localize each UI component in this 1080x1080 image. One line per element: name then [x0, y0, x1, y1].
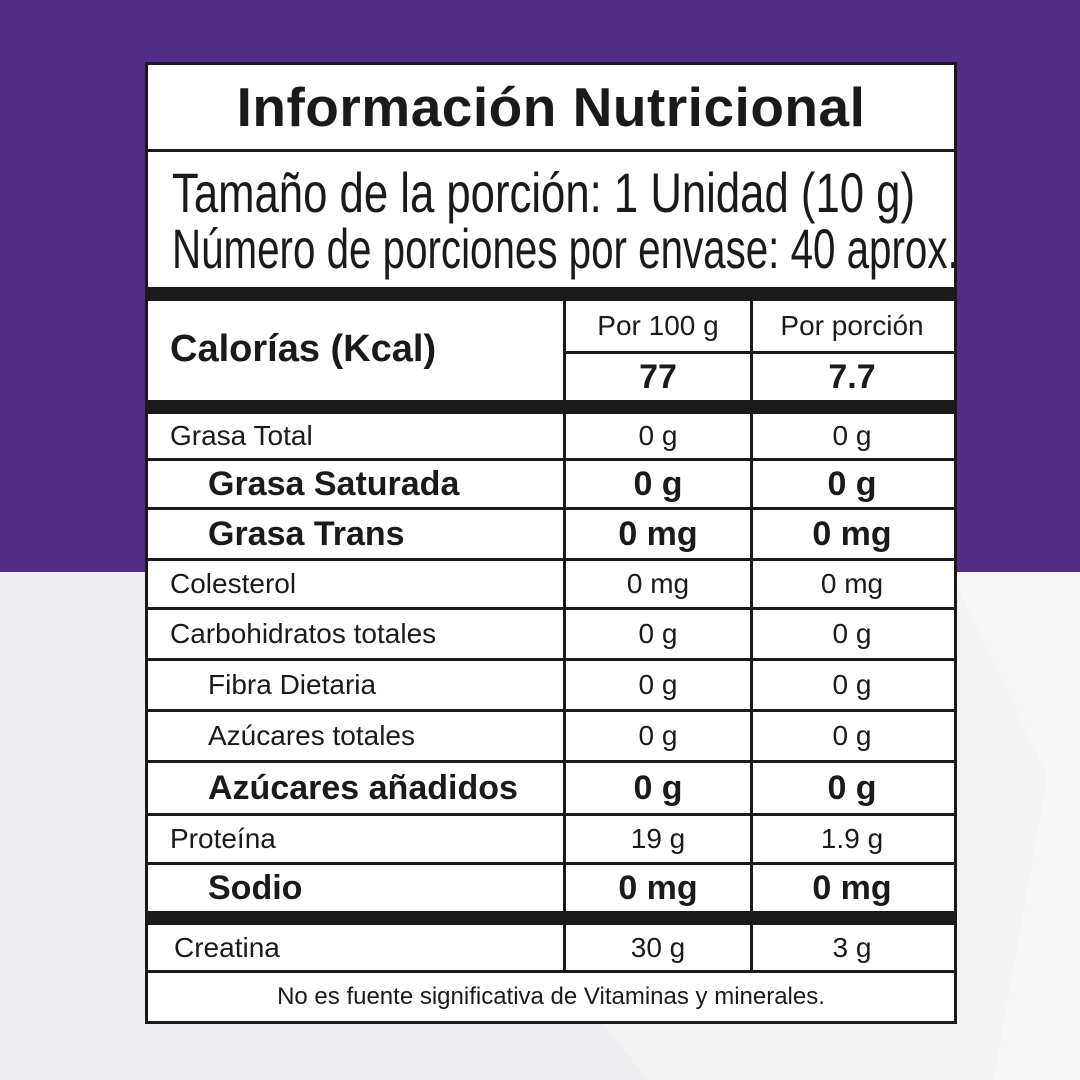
nutrient-value-100g: 0 g [638, 618, 678, 649]
nutrient-value-portion: 0 g [827, 464, 877, 503]
nutrient-value-portion: 0 g [832, 420, 872, 451]
row-divider [148, 658, 954, 661]
serving-size: Tamaño de la porción: 1 Unidad (10 g) [172, 161, 916, 224]
column-divider [563, 414, 566, 911]
serving-info: Tamaño de la porción: 1 Unidad (10 g) Nú… [148, 152, 959, 287]
creatine-name: Creatina [174, 931, 280, 963]
nutrient-value-100g: 0 g [638, 669, 678, 700]
nutrient-value-100g: 0 g [633, 464, 683, 503]
nutrient-value-portion: 0 mg [812, 514, 892, 553]
calories-subdivider [563, 351, 954, 354]
row-divider [148, 760, 954, 763]
row-divider [148, 970, 954, 973]
nutrient-value-portion: 0 g [827, 768, 877, 807]
calories-value-portion: 7.7 [828, 357, 876, 396]
nutrient-name: Proteína [170, 823, 276, 854]
label-title: Información Nutricional [148, 65, 954, 152]
row-divider [148, 813, 954, 816]
nutrient-name: Azúcares añadidos [208, 768, 518, 807]
servings-per-container: Número de porciones por envase: 40 aprox… [172, 217, 959, 280]
nutrient-value-100g: 0 mg [618, 868, 698, 907]
col-header-100g: Por 100 g [597, 310, 719, 341]
nutrient-name: Fibra Dietaria [208, 669, 377, 700]
nutrient-name: Grasa Trans [208, 514, 405, 553]
nutrient-name: Sodio [208, 868, 303, 907]
calories-label: Calorías (Kcal) [170, 328, 437, 370]
row-divider [148, 709, 954, 712]
nutrient-name: Carbohidratos totales [170, 618, 437, 649]
nutrient-value-portion: 0 g [832, 720, 872, 751]
nutrient-value-100g: 0 g [638, 420, 678, 451]
footnote: No es fuente significativa de Vitaminas … [277, 983, 825, 1010]
nutrition-label: Información Nutricional Tamaño de la por… [145, 62, 959, 1024]
nutrient-value-100g: 19 g [630, 823, 686, 854]
calories-value-100g: 77 [639, 357, 677, 396]
nutrient-value-100g: 0 mg [626, 568, 690, 599]
row-divider [148, 458, 954, 461]
nutrient-name: Grasa Saturada [208, 464, 460, 503]
nutrient-value-portion: 0 mg [820, 568, 884, 599]
thick-divider-calories [148, 400, 954, 414]
nutrient-name: Grasa Total [170, 420, 313, 451]
nutrient-value-portion: 0 g [832, 669, 872, 700]
nutrient-value-portion: 1.9 g [820, 823, 884, 854]
nutrient-value-100g: 0 g [633, 768, 683, 807]
col-header-portion: Por porción [780, 310, 924, 341]
row-divider [148, 607, 954, 610]
column-divider [563, 301, 566, 400]
nutrient-value-100g: 0 mg [618, 514, 698, 553]
nutrient-name: Azúcares totales [208, 720, 415, 751]
nutrient-value-100g: 0 g [638, 720, 678, 751]
row-divider [148, 507, 954, 510]
nutrient-value-portion: 0 g [832, 618, 872, 649]
creatine-value-portion: 3 g [832, 931, 872, 963]
creatine-value-100g: 30 g [630, 931, 686, 963]
nutrient-name: Colesterol [170, 568, 297, 599]
column-divider [750, 414, 753, 911]
nutrient-value-portion: 0 mg [812, 868, 892, 907]
thick-divider-top [148, 287, 954, 301]
row-divider [148, 558, 954, 561]
column-divider [563, 925, 566, 970]
column-divider [750, 301, 753, 400]
row-divider [148, 862, 954, 865]
thick-divider-bottom [148, 911, 954, 925]
column-divider [750, 925, 753, 970]
